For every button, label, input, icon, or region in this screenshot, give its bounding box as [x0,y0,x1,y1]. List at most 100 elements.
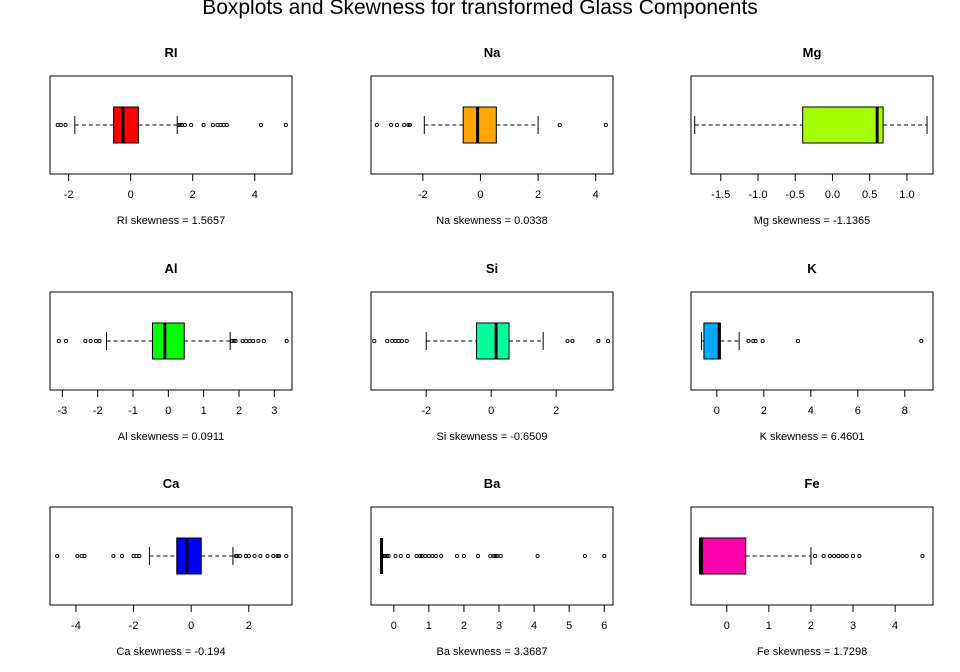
skewness-label: Mg skewness = -1.1365 [754,215,870,227]
outlier-point [384,553,389,559]
outlier-point [813,553,818,559]
tick-label: 1.0 [899,189,914,201]
outlier-point [433,553,438,559]
outlier-point [407,122,412,128]
skewness-label: Fe skewness = 1.7298 [757,646,867,658]
panel-title: Na [484,45,501,60]
outlier-point [58,122,63,128]
plot-frame [690,506,934,606]
tick-label: 1 [201,405,207,417]
tick-label: 0 [391,620,397,632]
tick-label: 6 [855,405,861,417]
tick-label: 2 [808,620,814,632]
tick-label: 5 [566,620,572,632]
outlier-point [603,122,608,128]
box [802,106,884,144]
skewness-label: Si skewness = -0.6509 [437,431,548,443]
outlier-point [565,338,570,344]
outlier-point [795,338,800,344]
outlier-point [374,122,379,128]
outlier-point [426,553,431,559]
outlier-point [418,553,423,559]
outlier-point [201,122,206,128]
outlier-point [119,553,125,559]
tick-label: 2 [535,189,541,201]
tick-label: -2 [93,405,103,417]
skewness-label: Al skewness = 0.0911 [118,431,225,443]
tick-label: 1 [426,620,432,632]
outlier-point [246,553,251,559]
plot-frame [370,506,614,606]
tick-label: 3 [496,620,502,632]
outlier-point [582,553,587,559]
panel-title: K [807,261,817,276]
outlier-point [821,553,826,559]
tick-label: 0 [128,189,134,201]
panel-ri: RI -2 0 2 4 RI skewness = 1.5657 [49,45,293,227]
tick-label: 4 [252,189,258,201]
outlier-point [827,553,832,559]
outlier-point [276,553,282,559]
skewness-label: K skewness = 6.4601 [760,431,865,443]
outlier-point [570,338,575,344]
skewness-label: Na skewness = 0.0338 [436,215,548,227]
outlier-point [238,553,243,559]
outlier-point [746,338,751,344]
outlier-point [398,553,403,559]
outlier-point [82,553,87,559]
outlier-point [393,338,398,344]
panel-na: Na -2 0 2 4 Na skewness = 0.0338 [370,45,614,227]
box [462,106,497,144]
outlier-point [493,553,498,559]
tick-label: 1 [766,620,772,632]
skewness-label: Ba skewness = 3.3687 [437,646,548,658]
outlier-point [258,553,263,559]
outlier-point [498,553,503,559]
outlier-point [55,553,60,559]
outlier-point [75,553,80,559]
panel-si: Si -2 0 2 Si skewness = -0.6509 [370,261,614,443]
outlier-point [850,553,856,559]
outlier-point [93,338,98,344]
outlier-point [284,338,289,344]
outlier-point [224,122,229,128]
tick-label: 0 [714,405,720,417]
outlier-point [63,338,68,344]
outlier-point [439,553,444,559]
tick-label: -2 [129,620,139,632]
panel-title: Si [486,261,498,276]
outlier-point [606,338,611,344]
tick-label: 4 [808,405,814,417]
outlier-point [385,338,390,344]
outlier-point [919,338,924,344]
outlier-point [844,553,849,559]
outlier-point [83,338,88,344]
outlier-point [283,122,288,128]
tick-label: -1.5 [711,189,730,201]
tick-label: 8 [902,405,908,417]
tick-label: -1.0 [749,189,768,201]
box [151,322,185,360]
tick-label: 4 [593,189,599,201]
tick-label: 0 [188,620,194,632]
tick-label: 0.0 [825,189,840,201]
tick-label: 2 [236,405,242,417]
plot-frame [49,291,293,391]
outlier-point [178,122,183,128]
outlier-point [244,338,249,344]
tick-label: -2 [64,189,74,201]
tick-label: 0 [477,189,483,201]
panel-ca: Ca -4 -2 0 2 Ca skewness = -0.194 [49,476,293,658]
tick-label: 2 [246,620,252,632]
plot-frame [690,75,934,175]
outlier-point [857,553,862,559]
outlier-point [423,553,428,559]
outlier-point [56,338,61,344]
outlier-point [261,338,266,344]
plot-frame [49,75,293,175]
tick-label: -2 [421,405,431,417]
outlier-point [240,338,245,344]
panel-fe: Fe 0 1 2 3 4 Fe skewness = 1.7298 [690,476,934,658]
tick-label: 2 [461,620,467,632]
